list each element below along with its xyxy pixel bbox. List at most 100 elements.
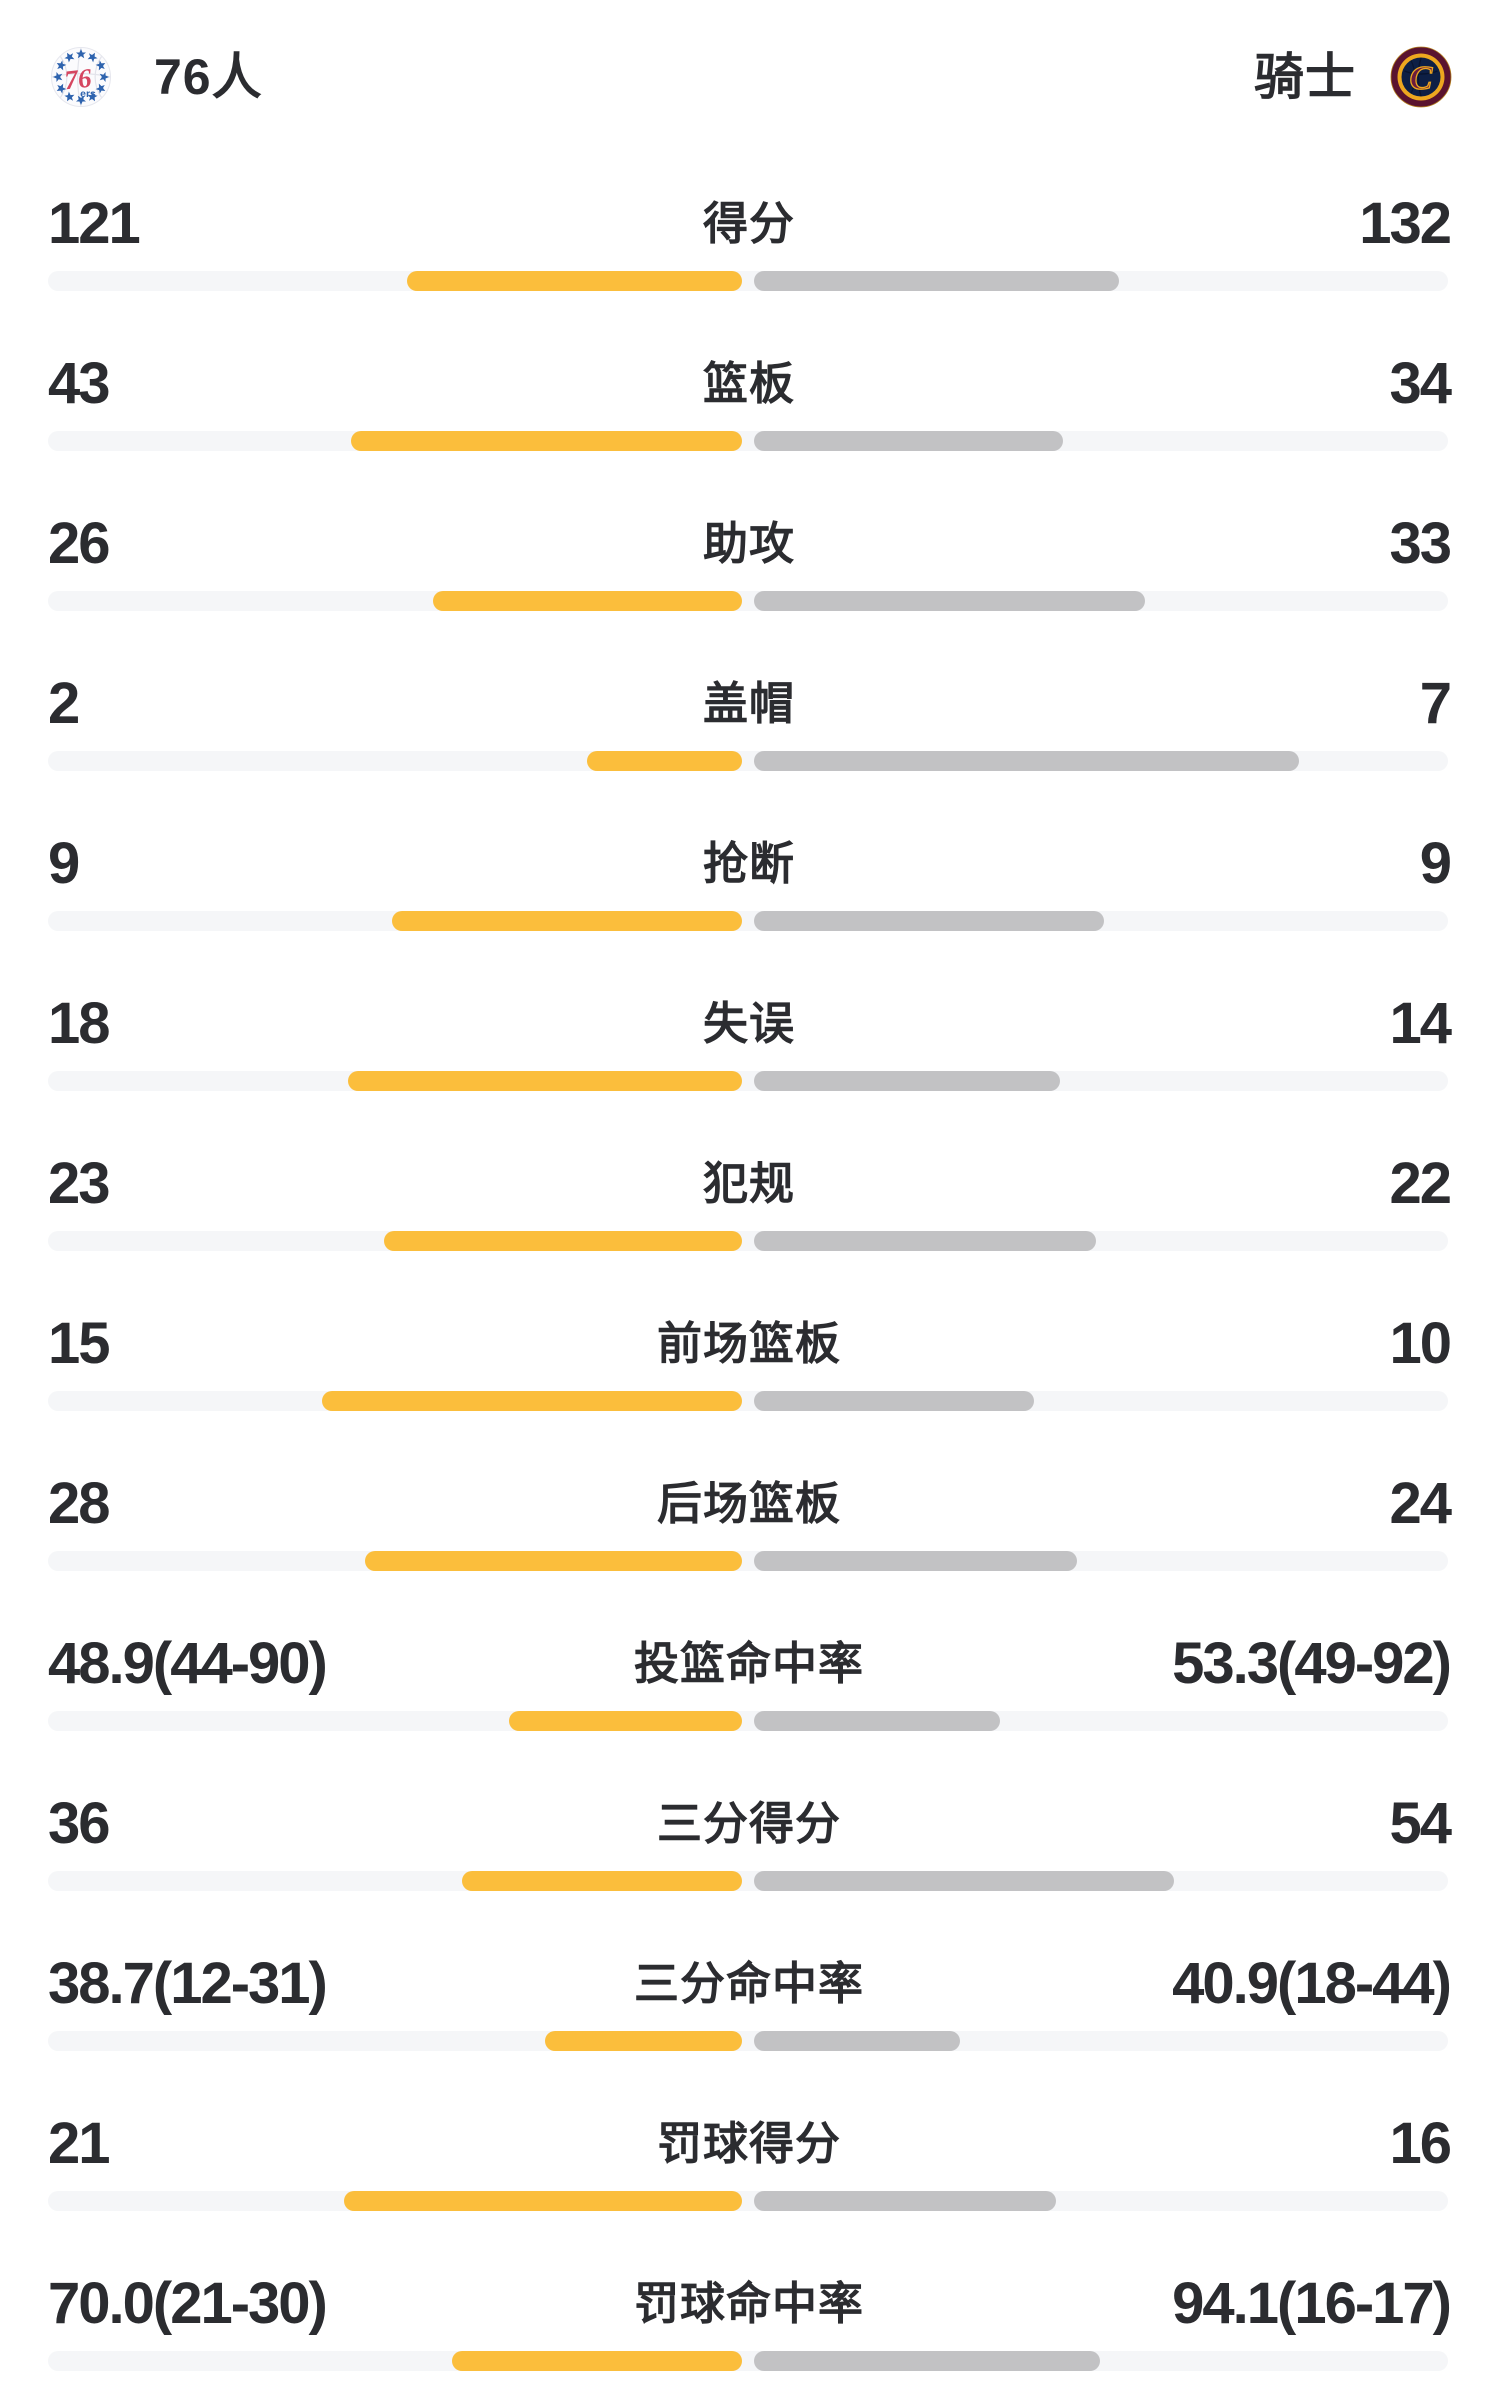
stat-bar-right: [754, 1871, 1174, 1891]
stat-row: 26 助攻 33: [0, 465, 1500, 625]
stat-value-right: 132: [1359, 191, 1452, 256]
stat-track-left-half: [48, 751, 748, 771]
team-left-name: 76人: [154, 49, 263, 105]
stat-bar-right: [754, 1551, 1078, 1571]
stat-track-right-half: [748, 1391, 1448, 1411]
stat-bar-right: [754, 591, 1146, 611]
stat-value-right: 40.9(18-44): [1172, 1951, 1452, 2016]
stat-track: [48, 431, 1448, 451]
stat-track-right-half: [748, 1231, 1448, 1251]
stat-track: [48, 591, 1448, 611]
stat-label: 篮板: [702, 358, 796, 409]
stat-row-values: 36 三分得分 54: [48, 1791, 1452, 1857]
stat-value-right: 94.1(16-17): [1172, 2271, 1452, 2336]
stat-label: 罚球命中率: [633, 2278, 865, 2329]
stat-label: 助攻: [702, 518, 796, 569]
stat-row-values: 121 得分 132: [48, 191, 1452, 257]
stat-row-values: 21 罚球得分 16: [48, 2111, 1452, 2177]
stat-track-left-half: [48, 2351, 748, 2371]
stat-row: 18 失误 14: [0, 945, 1500, 1105]
team-right-name: 骑士: [1254, 49, 1356, 105]
stat-label: 抢断: [702, 838, 796, 889]
stat-row-values: 28 后场篮板 24: [48, 1471, 1452, 1537]
stat-value-right: 10: [1389, 1311, 1451, 1376]
stat-track-left-half: [48, 2031, 748, 2051]
stat-row: 21 罚球得分 16: [0, 2065, 1500, 2225]
stat-bar-right: [754, 2031, 960, 2051]
stat-row-values: 43 篮板 34: [48, 351, 1452, 417]
stat-row: 9 抢断 9: [0, 785, 1500, 945]
stats-list: 121 得分 132 43 篮板 34: [0, 145, 1500, 2385]
stat-bar-left: [384, 1231, 742, 1251]
stat-row: 121 得分 132: [0, 145, 1500, 305]
stat-value-left: 2: [48, 671, 80, 736]
stat-bar-right: [754, 431, 1064, 451]
stat-bar-left: [392, 911, 742, 931]
stat-track-right-half: [748, 2031, 1448, 2051]
stat-track-right-half: [748, 1071, 1448, 1091]
stat-row-values: 9 抢断 9: [48, 831, 1452, 897]
stat-track-left-half: [48, 1551, 748, 1571]
stat-track-right-half: [748, 1871, 1448, 1891]
stat-row-values: 23 犯规 22: [48, 1151, 1452, 1217]
stat-value-left: 26: [48, 511, 110, 576]
stat-value-right: 53.3(49-92): [1172, 1631, 1452, 1696]
stat-value-left: 9: [48, 831, 80, 896]
stat-bar-left: [544, 2031, 742, 2051]
stat-track-right-half: [748, 1711, 1448, 1731]
stat-row: 48.9(44-90) 投篮命中率 53.3(49-92): [0, 1585, 1500, 1745]
stat-track: [48, 911, 1448, 931]
stat-row-values: 2 盖帽 7: [48, 671, 1452, 737]
stat-bar-right: [754, 271, 1120, 291]
stat-label: 后场篮板: [656, 1478, 842, 1529]
stat-value-left: 70.0(21-30): [48, 2271, 328, 2336]
stat-track-right-half: [748, 911, 1448, 931]
stat-row: 38.7(12-31) 三分命中率 40.9(18-44): [0, 1905, 1500, 2065]
team-left[interactable]: 76 ers 76人: [50, 46, 263, 108]
stat-value-right: 54: [1389, 1791, 1451, 1856]
stat-track-left-half: [48, 591, 748, 611]
stat-track: [48, 1871, 1448, 1891]
stat-value-left: 28: [48, 1471, 110, 1536]
stat-bar-left: [586, 751, 742, 771]
stat-value-left: 21: [48, 2111, 110, 2176]
stat-value-left: 48.9(44-90): [48, 1631, 328, 1696]
stat-bar-right: [754, 2191, 1057, 2211]
stat-track-left-half: [48, 1071, 748, 1091]
team-right[interactable]: 骑士 C: [1254, 46, 1452, 108]
stat-track-right-half: [748, 591, 1448, 611]
stat-bar-right: [754, 1071, 1060, 1091]
stat-bar-left: [351, 431, 742, 451]
stat-row: 23 犯规 22: [0, 1105, 1500, 1265]
stat-row-values: 38.7(12-31) 三分命中率 40.9(18-44): [48, 1951, 1452, 2017]
stat-value-right: 16: [1389, 2111, 1451, 2176]
stat-bar-left: [365, 1551, 742, 1571]
stat-row: 43 篮板 34: [0, 305, 1500, 465]
scoreboard-header: 76 ers 76人 骑士 C: [0, 0, 1500, 109]
stat-row: 70.0(21-30) 罚球命中率 94.1(16-17): [0, 2225, 1500, 2385]
stat-track-right-half: [748, 2351, 1448, 2371]
stat-bar-right: [754, 1231, 1097, 1251]
stat-label: 得分: [702, 198, 796, 249]
stat-row-values: 18 失误 14: [48, 991, 1452, 1057]
stat-row-values: 26 助攻 33: [48, 511, 1452, 577]
stat-track-left-half: [48, 1391, 748, 1411]
stat-label: 投篮命中率: [633, 1638, 865, 1689]
stat-bar-left: [451, 2351, 742, 2371]
stat-track-right-half: [748, 431, 1448, 451]
stat-row-values: 70.0(21-30) 罚球命中率 94.1(16-17): [48, 2271, 1452, 2337]
stat-track: [48, 1071, 1448, 1091]
stat-row: 2 盖帽 7: [0, 625, 1500, 785]
stat-value-left: 38.7(12-31): [48, 1951, 328, 2016]
stat-track-left-half: [48, 1871, 748, 1891]
stat-bar-left: [508, 1711, 742, 1731]
stat-label: 三分得分: [656, 1798, 842, 1849]
stat-track: [48, 751, 1448, 771]
stat-value-right: 24: [1389, 1471, 1451, 1536]
stat-value-left: 18: [48, 991, 110, 1056]
stat-track: [48, 1711, 1448, 1731]
stat-track-right-half: [748, 2191, 1448, 2211]
svg-text:ers: ers: [80, 88, 96, 100]
stat-track-left-half: [48, 1711, 748, 1731]
